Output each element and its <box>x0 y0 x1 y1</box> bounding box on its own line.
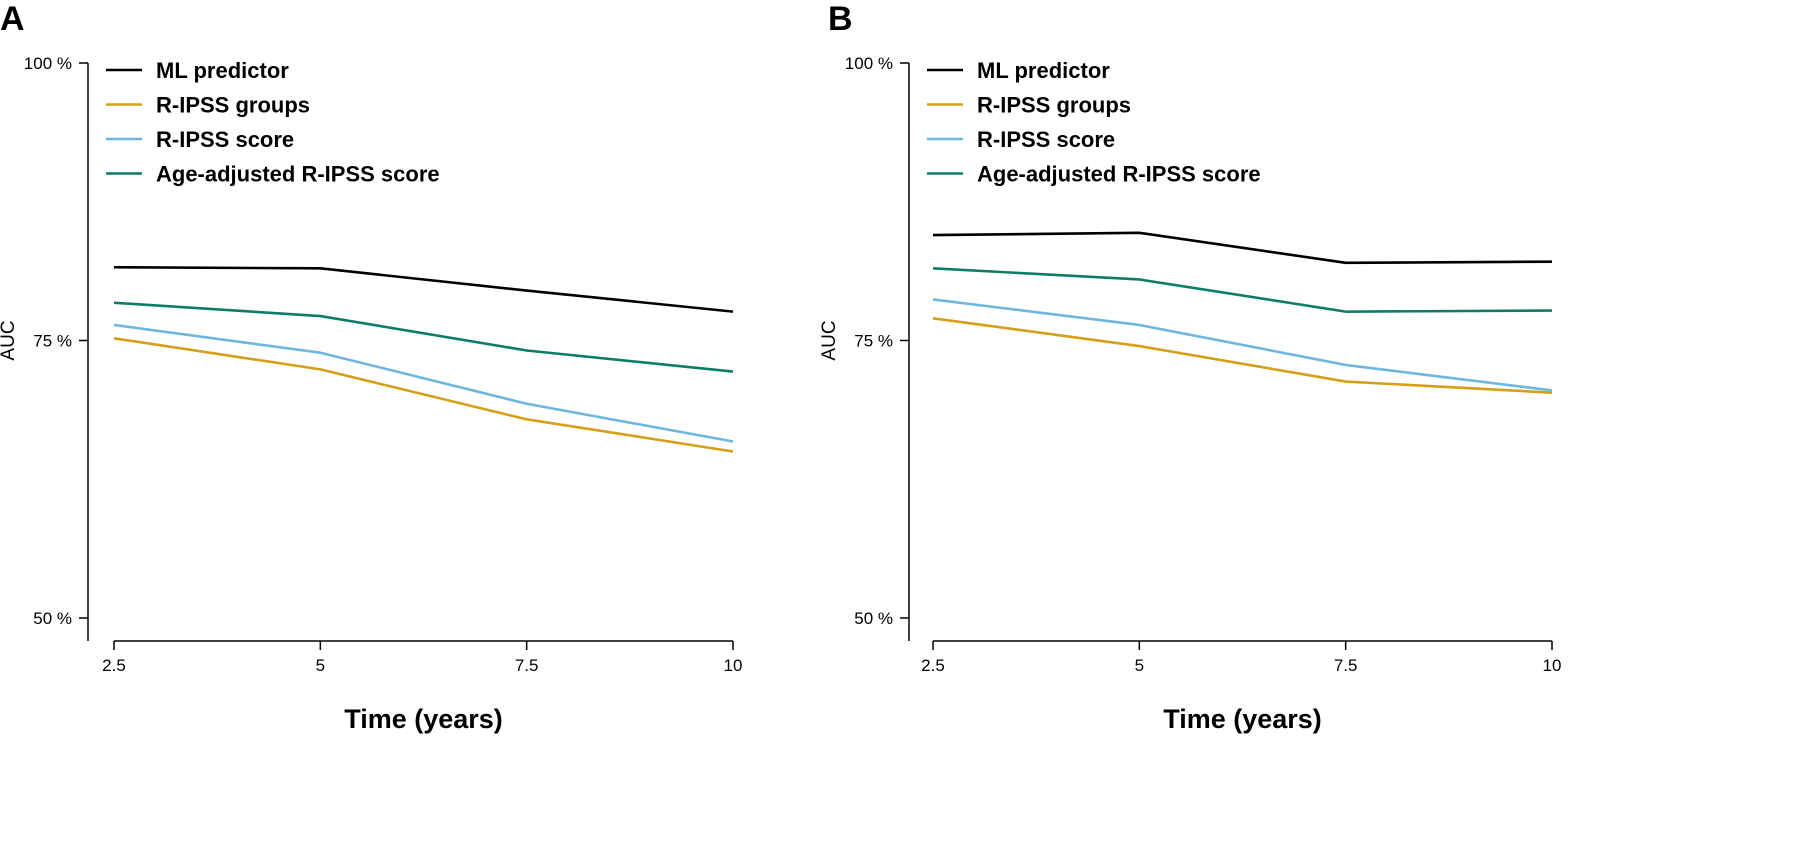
legend-label: R-IPSS score <box>977 127 1115 152</box>
panel-label: B <box>828 0 853 38</box>
x-tick-label: 2.5 <box>102 656 126 675</box>
y-axis-title: AUC <box>0 320 19 360</box>
x-tick-label: 7.5 <box>1334 656 1358 675</box>
y-tick-label: 100 % <box>24 54 72 73</box>
series-line-3 <box>114 325 733 442</box>
x-tick-label: 5 <box>1135 656 1144 675</box>
y-tick-label: 100 % <box>845 54 893 73</box>
y-axis-title: AUC <box>819 320 840 360</box>
x-tick-label: 10 <box>724 656 743 675</box>
legend-label: Age-adjusted R-IPSS score <box>156 162 440 187</box>
x-tick-label: 2.5 <box>921 656 945 675</box>
series-line-2 <box>933 318 1552 392</box>
legend-label: R-IPSS score <box>156 127 294 152</box>
legend: ML predictor R-IPSS groups R-IPSS score Age… <box>106 58 440 187</box>
legend-label: Age-adjusted R-IPSS score <box>977 162 1261 187</box>
legend-label: ML predictor <box>156 58 289 83</box>
legend: ML predictor R-IPSS groups R-IPSS score Age… <box>927 58 1261 187</box>
y-tick-label: 50 % <box>854 609 893 628</box>
series-line-2 <box>114 338 733 451</box>
x-tick-label: 5 <box>316 656 325 675</box>
series-line-1 <box>933 233 1552 263</box>
x-tick-label: 7.5 <box>515 656 539 675</box>
series-line-4 <box>933 268 1552 311</box>
y-tick-label: 50 % <box>33 609 72 628</box>
x-tick-label: 10 <box>1543 656 1562 675</box>
y-tick-label: 75 % <box>33 332 72 351</box>
y-tick-label: 75 % <box>854 332 893 351</box>
panel-label: A <box>0 0 25 38</box>
legend-label: R-IPSS groups <box>977 93 1131 118</box>
legend-label: R-IPSS groups <box>156 93 310 118</box>
legend-label: ML predictor <box>977 58 1110 83</box>
chart-panel-b: B 50 % 75 % 100 % 2.5 5 7.5 10 Time (years) AUC ML… <box>819 0 1561 734</box>
series-line-3 <box>933 299 1552 390</box>
series-line-1 <box>114 267 733 311</box>
x-axis-title: Time (years) <box>1163 704 1322 734</box>
chart-panel-a: A 50 % 75 % 100 % 2.5 5 7.5 10 Time (years) AUC ML… <box>0 0 742 734</box>
x-axis-title: Time (years) <box>344 704 503 734</box>
